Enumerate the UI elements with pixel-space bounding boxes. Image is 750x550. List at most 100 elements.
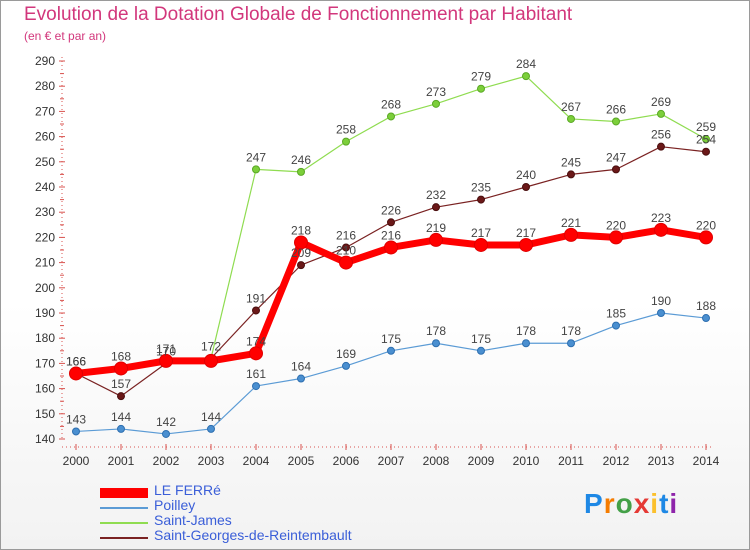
data-label: 170 xyxy=(156,344,176,358)
x-tick-label: 2013 xyxy=(648,454,675,468)
data-point xyxy=(297,261,305,270)
x-tick-label: 2006 xyxy=(333,454,360,468)
data-label: 216 xyxy=(381,228,401,242)
data-point xyxy=(654,222,668,237)
data-point xyxy=(612,321,620,330)
data-label: 178 xyxy=(561,324,581,338)
data-point xyxy=(72,427,80,436)
data-label: 164 xyxy=(291,360,311,374)
data-label: 144 xyxy=(201,410,221,424)
x-tick-label: 2011 xyxy=(558,454,584,468)
legend-label: Saint-James xyxy=(154,512,232,528)
legend-swatch xyxy=(100,522,148,524)
data-label: 235 xyxy=(471,181,491,195)
data-point xyxy=(522,72,530,81)
data-point xyxy=(522,339,530,348)
data-label: 191 xyxy=(246,291,266,305)
y-tick-label: 160 xyxy=(35,382,55,396)
data-label: 161 xyxy=(246,367,266,381)
proxiti-logo: Proxiti xyxy=(584,488,678,520)
x-tick-label: 2012 xyxy=(603,454,630,468)
y-tick-label: 260 xyxy=(35,130,55,144)
data-label: 226 xyxy=(381,203,401,217)
y-tick-label: 200 xyxy=(35,281,55,295)
series-layer xyxy=(69,72,713,438)
data-point xyxy=(432,203,440,212)
x-tick-label: 2005 xyxy=(288,454,315,468)
data-point xyxy=(567,114,575,123)
data-label: 169 xyxy=(336,347,356,361)
y-tick-label: 210 xyxy=(35,256,55,270)
axes: 140 150 160 170 180 190 200 210 220 230 240 250 260 2… xyxy=(35,54,720,468)
data-label: 267 xyxy=(561,100,581,114)
data-label: 259 xyxy=(696,120,716,134)
data-point xyxy=(429,232,443,247)
data-label: 217 xyxy=(471,226,491,240)
data-label: 284 xyxy=(516,57,536,71)
data-point xyxy=(519,237,533,252)
data-point xyxy=(474,237,488,252)
y-tick-label: 270 xyxy=(35,104,55,118)
logo-letter: P xyxy=(584,488,604,519)
data-label: 178 xyxy=(516,324,536,338)
data-point xyxy=(387,218,395,227)
x-tick-label: 2004 xyxy=(243,454,270,468)
legend-label: Poilley xyxy=(154,497,196,513)
data-point xyxy=(477,195,485,204)
data-point xyxy=(387,112,395,121)
data-point xyxy=(564,227,578,242)
data-label: 172 xyxy=(201,339,221,353)
legend-label: Saint-Georges-de-Reintembault xyxy=(154,527,352,543)
data-point xyxy=(252,165,260,174)
logo-letter: x xyxy=(633,488,651,519)
data-point xyxy=(294,235,308,250)
data-label: 166 xyxy=(66,354,86,368)
x-tick-label: 2009 xyxy=(468,454,495,468)
series-le-ferr- xyxy=(69,222,713,381)
data-label: 188 xyxy=(696,299,716,313)
data-point xyxy=(252,382,260,391)
data-label: 240 xyxy=(516,168,536,182)
data-label: 256 xyxy=(651,128,671,142)
y-tick-label: 220 xyxy=(35,230,55,244)
data-label: 190 xyxy=(651,294,671,308)
y-tick-label: 190 xyxy=(35,306,55,320)
data-point xyxy=(297,374,305,383)
data-label: 216 xyxy=(336,228,356,242)
data-label: 185 xyxy=(606,307,626,321)
y-tick-label: 170 xyxy=(35,356,55,370)
data-label: 246 xyxy=(291,153,311,167)
legend-swatch xyxy=(100,488,148,498)
chart-subtitle: (en € et par an) xyxy=(24,29,107,43)
x-tick-label: 2007 xyxy=(378,454,405,468)
legend-swatch xyxy=(100,507,148,509)
data-point xyxy=(522,183,530,191)
data-label: 168 xyxy=(111,349,131,363)
y-tick-label: 150 xyxy=(35,407,55,421)
data-label: 143 xyxy=(66,412,86,426)
data-label: 178 xyxy=(426,324,446,338)
data-label: 268 xyxy=(381,97,401,111)
data-label: 223 xyxy=(651,211,671,225)
data-point xyxy=(702,135,710,144)
x-tick-label: 2010 xyxy=(513,454,540,468)
data-label: 247 xyxy=(246,150,266,164)
data-label: 279 xyxy=(471,70,491,84)
data-point xyxy=(249,346,263,361)
data-point xyxy=(567,170,575,179)
series-poilley xyxy=(72,309,710,438)
data-label: 210 xyxy=(336,244,356,258)
x-tick-label: 2003 xyxy=(198,454,225,468)
y-tick-label: 280 xyxy=(35,79,55,93)
legend-label: LE FERRé xyxy=(154,482,221,498)
data-point xyxy=(609,230,623,245)
x-tick-label: 2001 xyxy=(108,454,135,468)
legend-swatch xyxy=(100,537,148,539)
data-label: 269 xyxy=(651,95,671,109)
data-point xyxy=(657,109,665,118)
data-label: 258 xyxy=(336,123,356,137)
data-label: 171 xyxy=(156,342,176,356)
data-point xyxy=(207,424,215,433)
x-tick-label: 2008 xyxy=(423,454,450,468)
